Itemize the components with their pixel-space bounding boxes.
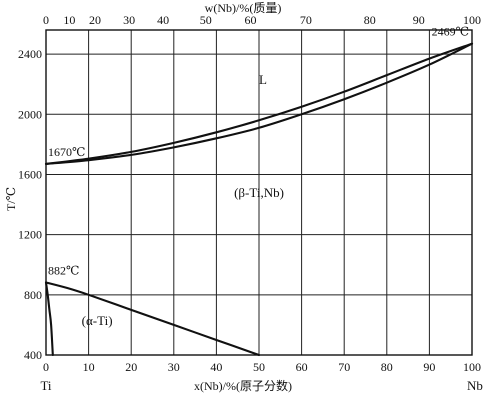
x-bottom-tick-label-60: 60 — [296, 360, 308, 374]
region-label-2: (β-Ti,Nb) — [234, 185, 284, 200]
x-bottom-tick-label-70: 70 — [338, 360, 350, 374]
x-top-tick-label-40: 40 — [157, 13, 169, 27]
x-top-tick-label-80: 80 — [364, 13, 376, 27]
x-top-tick-label-90: 90 — [413, 13, 425, 27]
x-bottom-tick-label-20: 20 — [125, 360, 137, 374]
y-tick-label-1600: 1600 — [18, 167, 42, 181]
x-bottom-tick-label-100: 100 — [463, 360, 481, 374]
y-tick-label-800: 800 — [24, 288, 42, 302]
phase-curves — [44, 42, 474, 357]
x-bottom-tick-label-90: 90 — [423, 360, 435, 374]
y-tick-label-2000: 2000 — [18, 107, 42, 121]
y-tick-label-1200: 1200 — [18, 228, 42, 242]
x-axis-top-label: w(Nb)/%(质量) — [205, 1, 282, 15]
x-axis-bottom-label: x(Nb)/%(原子分数) — [194, 378, 292, 393]
temperature-annotation-1: 1670℃ — [48, 145, 85, 159]
x-bottom-tick-label-80: 80 — [381, 360, 393, 374]
x-top-tick-label-10: 10 — [63, 13, 75, 27]
x-bottom-tick-label-40: 40 — [210, 360, 222, 374]
region-label-1: L — [259, 72, 267, 87]
x-bottom-tick-label-50: 50 — [253, 360, 265, 374]
x-top-tick-label-0: 0 — [43, 13, 49, 27]
left-element-label: Ti — [40, 378, 51, 393]
region-label-3: (α-Ti) — [82, 313, 113, 328]
chart-labels: w(Nb)/%(质量) x(Nb)/%(原子分数) T/℃ Ti Nb — [4, 1, 483, 393]
x-bottom-tick-label-30: 30 — [168, 360, 180, 374]
x-top-tick-label-70: 70 — [300, 13, 312, 27]
right-element-label: Nb — [467, 378, 483, 393]
y-tick-label-400: 400 — [24, 348, 42, 362]
temperature-annotation-2: 882℃ — [48, 263, 79, 277]
x-top-tick-label-20: 20 — [89, 13, 101, 27]
phase-boundary-line-4-alpha-boundary — [44, 281, 54, 357]
tick-labels: 0 10 20 30 40 50 60 70 80 90 100 0 10 20 30 40 50 60 70 80 9… — [18, 13, 481, 374]
x-bottom-tick-label-0: 0 — [43, 360, 49, 374]
phase-boundary-line-1-liquidus — [44, 42, 474, 165]
plot-frame — [45, 29, 473, 356]
temperature-annotation-3: 2469℃ — [432, 25, 469, 39]
annotations: 1670℃ 882℃ 2469℃ — [48, 25, 469, 278]
x-bottom-tick-label-10: 10 — [83, 360, 95, 374]
x-top-tick-label-60: 60 — [244, 13, 256, 27]
y-tick-label-2400: 2400 — [18, 47, 42, 61]
x-top-tick-label-30: 30 — [123, 13, 135, 27]
phase-boundary-line-3-beta-transus — [44, 281, 261, 357]
x-top-tick-label-50: 50 — [200, 13, 212, 27]
phase-boundary-line-2-solidus — [44, 42, 474, 165]
region-labels: L (β-Ti,Nb) (α-Ti) — [82, 72, 284, 328]
x-top-tick-label-100: 100 — [463, 13, 481, 27]
y-axis-label: T/℃ — [4, 187, 18, 211]
